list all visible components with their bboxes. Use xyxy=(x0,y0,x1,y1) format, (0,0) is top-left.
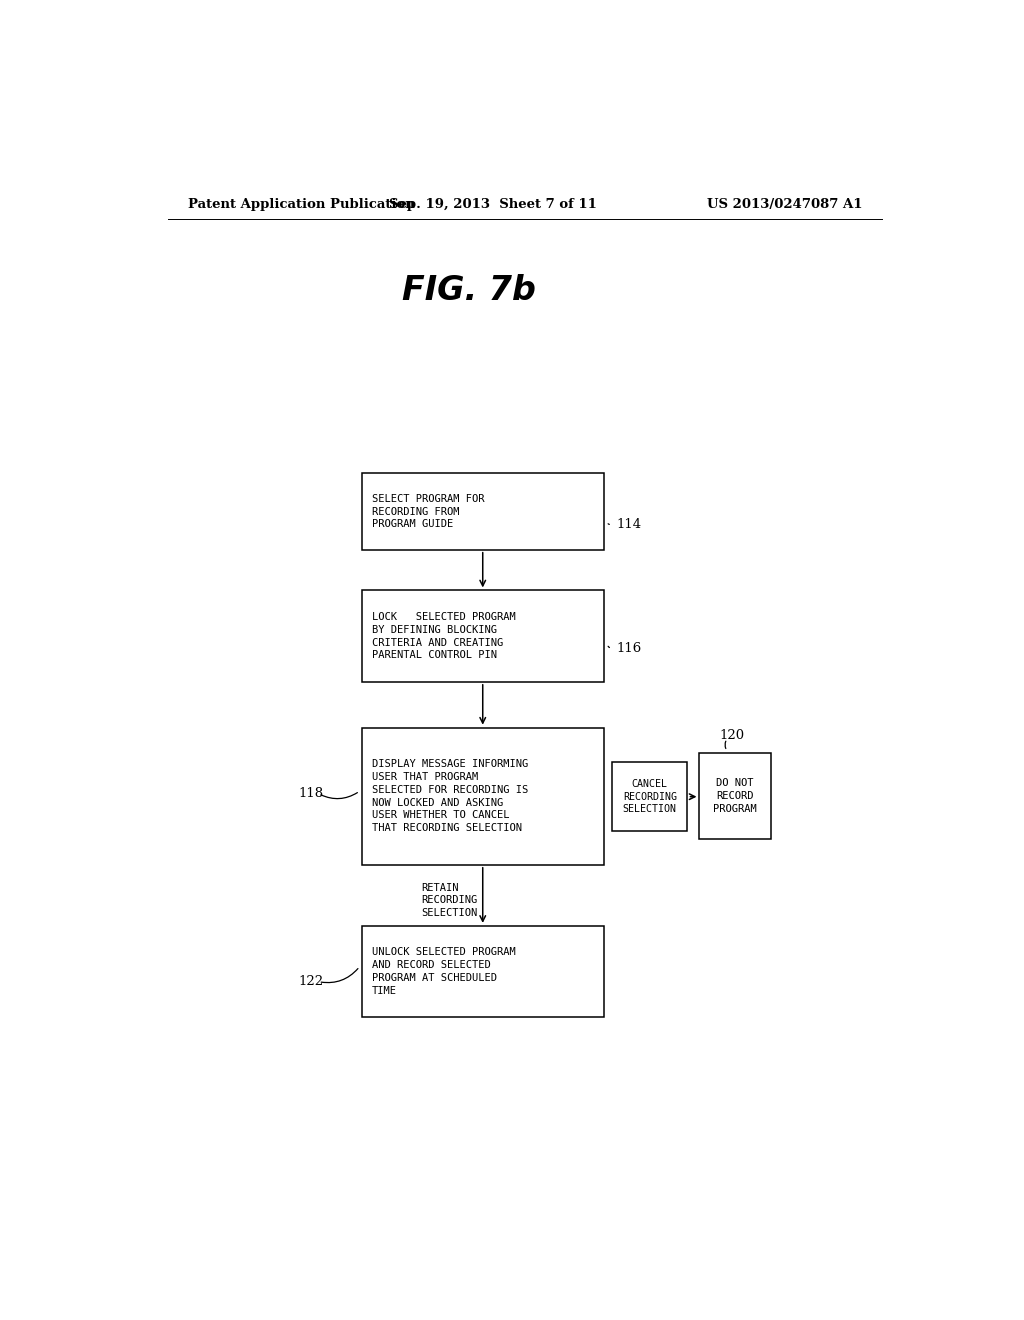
Text: UNLOCK SELECTED PROGRAM
AND RECORD SELECTED
PROGRAM AT SCHEDULED
TIME: UNLOCK SELECTED PROGRAM AND RECORD SELEC… xyxy=(372,948,515,995)
Bar xyxy=(612,762,687,832)
Bar xyxy=(699,752,771,840)
Bar xyxy=(362,474,604,549)
Text: 118: 118 xyxy=(299,787,324,800)
Text: RETAIN
RECORDING
SELECTION: RETAIN RECORDING SELECTION xyxy=(422,883,478,919)
Text: Sep. 19, 2013  Sheet 7 of 11: Sep. 19, 2013 Sheet 7 of 11 xyxy=(389,198,597,211)
Bar xyxy=(362,727,604,865)
Text: 114: 114 xyxy=(616,517,641,531)
Text: 122: 122 xyxy=(299,975,324,989)
Text: CANCEL
RECORDING
SELECTION: CANCEL RECORDING SELECTION xyxy=(623,779,677,814)
Bar xyxy=(362,590,604,682)
Text: 120: 120 xyxy=(719,729,744,742)
Text: LOCK   SELECTED PROGRAM
BY DEFINING BLOCKING
CRITERIA AND CREATING
PARENTAL CONT: LOCK SELECTED PROGRAM BY DEFINING BLOCKI… xyxy=(372,612,515,660)
Text: US 2013/0247087 A1: US 2013/0247087 A1 xyxy=(707,198,862,211)
Text: SELECT PROGRAM FOR
RECORDING FROM
PROGRAM GUIDE: SELECT PROGRAM FOR RECORDING FROM PROGRA… xyxy=(372,494,484,529)
Text: 116: 116 xyxy=(616,642,641,655)
Text: FIG. 7b: FIG. 7b xyxy=(402,275,537,308)
Text: Patent Application Publication: Patent Application Publication xyxy=(187,198,415,211)
Text: DO NOT
RECORD
PROGRAM: DO NOT RECORD PROGRAM xyxy=(714,779,757,814)
Bar xyxy=(362,925,604,1018)
Text: DISPLAY MESSAGE INFORMING
USER THAT PROGRAM
SELECTED FOR RECORDING IS
NOW LOCKED: DISPLAY MESSAGE INFORMING USER THAT PROG… xyxy=(372,759,528,833)
